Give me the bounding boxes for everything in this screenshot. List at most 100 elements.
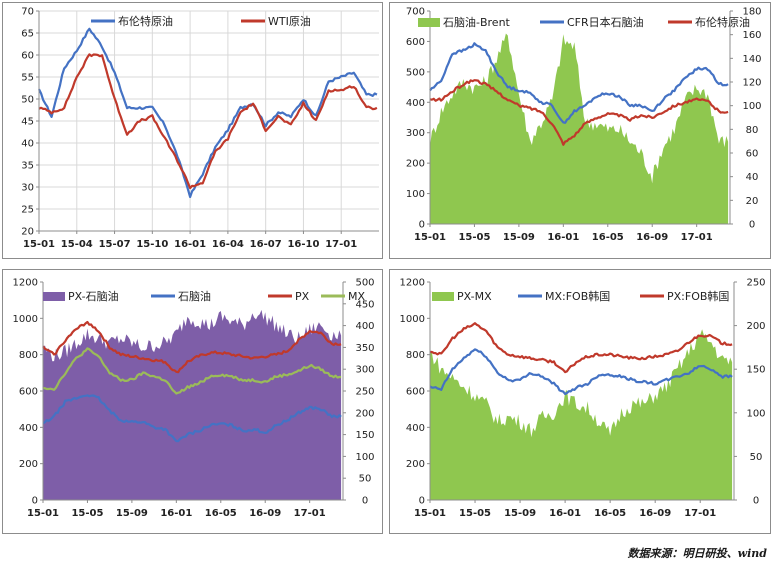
x-tick-label: 17-01 <box>294 508 326 519</box>
y-tick-label-right: 300 <box>355 365 374 376</box>
x-tick-label: 16-05 <box>205 508 237 519</box>
chart-brent-wti-svg: 20 25 30 35 40 45 50 55 60 65 70 15-01 15-04 15-07 15-… <box>21 7 379 250</box>
y-tick-label: 1000 <box>400 314 425 325</box>
x-tick-label: 16-01 <box>547 232 579 243</box>
series-line-1 <box>38 53 378 190</box>
legend-label: 石脑油-Brent <box>443 15 511 29</box>
y-tick-label-right: 250 <box>355 387 374 398</box>
legend-label: 石脑油 <box>178 289 211 303</box>
x-tick-label: 15-10 <box>136 239 168 250</box>
x-tick-label: 15-09 <box>503 232 535 243</box>
legend-swatch <box>432 292 454 301</box>
y-tick-label: 400 <box>406 98 425 109</box>
x-tick-label: 17-01 <box>684 508 716 519</box>
chart-naphtha-brent-svg: 0 100 200 300 400 500 600 700 0 20 40 60 80 100 120 140… <box>406 7 762 244</box>
legend-label: PX-石脑油 <box>68 289 119 303</box>
x-tick-label: 16-09 <box>639 508 671 519</box>
y-tick-label-right: 150 <box>746 365 765 376</box>
y-tick-label: 200 <box>406 459 425 470</box>
legend-label: MX:FOB韩国 <box>545 289 610 303</box>
y-tick-label-right: 60 <box>746 149 759 160</box>
x-tick-label: 15-09 <box>504 508 536 519</box>
legend-swatch <box>43 292 65 301</box>
y-tick-label: 40 <box>21 139 34 150</box>
legend-label: MX <box>348 290 365 303</box>
x-tick-label: 16-09 <box>636 232 668 243</box>
y-tick-label-right: 100 <box>746 408 765 419</box>
y-tick-label: 400 <box>406 423 425 434</box>
y-tick-label: 0 <box>419 496 425 507</box>
x-tick-label: 15-04 <box>61 239 93 250</box>
x-tick-label: 16-05 <box>592 232 624 243</box>
series-line-2 <box>429 79 729 146</box>
series-line-3 <box>43 347 342 395</box>
y-tick-label-right: 400 <box>355 321 374 332</box>
y-tick-label-right: 0 <box>753 496 759 507</box>
series-line-0 <box>38 27 378 199</box>
x-tick-label: 16-07 <box>250 239 282 250</box>
legend-label: WTI原油 <box>268 14 311 28</box>
y-tick-label: 600 <box>406 387 425 398</box>
y-tick-label-right: 100 <box>355 452 374 463</box>
y-tick-label: 600 <box>19 387 38 398</box>
series-line-1 <box>42 394 342 443</box>
x-tick-label: 16-04 <box>212 239 244 250</box>
y-tick-label: 700 <box>406 7 425 18</box>
x-tick-label: 16-10 <box>287 239 319 250</box>
y-tick-label-right: 100 <box>742 101 761 112</box>
y-tick-label: 35 <box>21 161 34 172</box>
x-tick-label: 16-01 <box>160 508 192 519</box>
x-tick-label: 16-01 <box>174 239 206 250</box>
x-tick-label: 16-05 <box>594 508 626 519</box>
chart-px-naphtha: 0 200 400 600 800 1000 1200 0 50 100 150 200 250 300 3… <box>2 269 383 534</box>
y-tick-label: 800 <box>19 350 38 361</box>
chart-naphtha-brent: 0 100 200 300 400 500 600 700 0 20 40 60 80 100 120 140… <box>389 2 771 259</box>
x-tick-label: 15-07 <box>99 239 131 250</box>
y-tick-label: 300 <box>406 128 425 139</box>
legend-label: 布伦特原油 <box>695 15 750 29</box>
y-tick-label-right: 200 <box>746 321 765 332</box>
y-tick-label-right: 20 <box>746 196 759 207</box>
y-tick-label: 55 <box>21 73 34 84</box>
y-tick-label-right: 150 <box>355 430 374 441</box>
chart-px-mx-svg: 0 200 400 600 800 1000 1200 0 50 100 150 200 250 15-0… <box>400 278 766 520</box>
y-tick-label-right: 200 <box>355 408 374 419</box>
y-tick-label-right: 50 <box>750 452 763 463</box>
y-tick-label-right: 160 <box>742 30 761 41</box>
x-tick-label: 15-01 <box>27 508 59 519</box>
y-tick-label-right: 0 <box>362 496 368 507</box>
chart-px-mx: 0 200 400 600 800 1000 1200 0 50 100 150 200 250 15-0… <box>389 269 771 534</box>
y-tick-label: 0 <box>32 496 38 507</box>
y-tick-label: 100 <box>406 189 425 200</box>
source-note: 数据来源：明日研投、wind <box>627 547 767 560</box>
y-tick-label-right: 40 <box>746 172 759 183</box>
y-tick-label: 1200 <box>13 278 38 289</box>
y-tick-label: 600 <box>406 37 425 48</box>
y-tick-label-right: 50 <box>359 474 372 485</box>
y-tick-label-right: 500 <box>355 278 374 289</box>
x-tick-label: 15-05 <box>458 232 490 243</box>
x-tick-label: 16-09 <box>249 508 281 519</box>
x-tick-label: 15-01 <box>23 239 55 250</box>
y-tick-label: 1000 <box>13 314 38 325</box>
y-tick-label: 500 <box>406 67 425 78</box>
y-tick-label: 0 <box>419 220 425 231</box>
y-tick-label: 60 <box>21 51 34 62</box>
series-area-0 <box>43 309 342 500</box>
x-tick-label: 15-05 <box>459 508 491 519</box>
x-tick-label: 15-01 <box>414 508 446 519</box>
x-tick-label: 17-01 <box>681 232 713 243</box>
legend-label: PX <box>295 290 310 303</box>
legend-label: PX-MX <box>457 290 492 303</box>
series-line-1 <box>429 348 733 396</box>
series-line-2 <box>429 322 733 374</box>
legend-label: PX:FOB韩国 <box>667 289 729 303</box>
y-tick-label-right: 140 <box>742 54 761 65</box>
y-tick-label-right: 80 <box>746 125 759 136</box>
y-tick-label: 50 <box>21 95 34 106</box>
series-line-1 <box>429 42 729 124</box>
chart-px-naphtha-svg: 0 200 400 600 800 1000 1200 0 50 100 150 200 250 300 3… <box>13 278 375 520</box>
x-tick-label: 15-09 <box>116 508 148 519</box>
x-tick-label: 15-01 <box>414 232 446 243</box>
y-tick-label: 200 <box>406 159 425 170</box>
